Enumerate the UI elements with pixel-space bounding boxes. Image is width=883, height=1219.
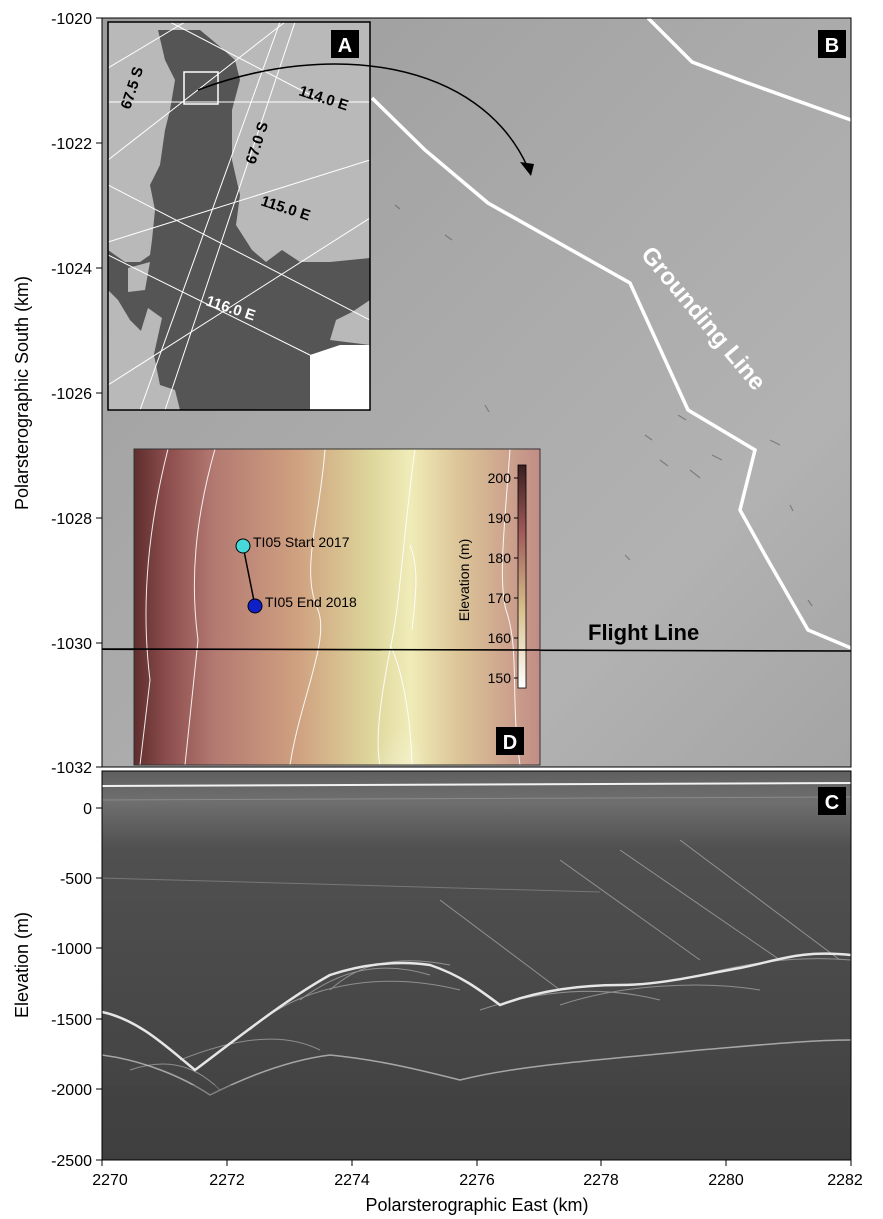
surface-texture <box>394 204 813 607</box>
top-ytick-1026: -1026 <box>51 386 92 403</box>
xtick-2276: 2276 <box>459 1172 495 1189</box>
glacier-land-mass <box>108 30 370 410</box>
colorbar-tick-labels: 200 190 180 170 160 150 <box>488 470 512 686</box>
cbar-tick-150: 150 <box>488 670 512 686</box>
panel-a-letter: A <box>338 35 352 57</box>
panel-b-letter-badge: B <box>818 30 846 58</box>
panel-d-letter: D <box>503 732 517 754</box>
bright-ridge <box>365 630 435 765</box>
panel-d-letter-badge: D <box>496 727 524 755</box>
graticule-lines <box>108 22 370 410</box>
colorbar-label: Elevation (m) <box>456 539 472 621</box>
panel-b-letter: B <box>825 35 839 57</box>
panel-a-frame <box>107 21 371 411</box>
xtick-2274: 2274 <box>334 1172 370 1189</box>
end-point-marker <box>247 598 263 614</box>
xtick-2272: 2272 <box>209 1172 245 1189</box>
panel-c-radargram <box>102 771 851 1160</box>
xtick-2278: 2278 <box>583 1172 619 1189</box>
bed-reflection <box>102 952 851 1072</box>
top-y-axis-label: Polarsterographic South (km) <box>12 276 32 510</box>
cbar-tick-190: 190 <box>488 510 512 526</box>
flight-line-label: Flight Line <box>588 620 699 645</box>
xtick-2282: 2282 <box>827 1172 863 1189</box>
trajectory-line <box>242 545 256 607</box>
flight-line-over-inset <box>101 648 541 651</box>
near-surface-layer <box>102 796 851 801</box>
top-ytick-1030: -1030 <box>51 636 92 653</box>
start-point-marker <box>235 538 251 554</box>
top-ytick-1032: -1032 <box>51 760 92 777</box>
bottom-y-axis: 0 -500 -1000 -1500 -2000 -2500 Elevation… <box>12 801 102 1170</box>
bottom-ytick-500: -500 <box>60 871 92 888</box>
end-point-label: TI05 End 2018 <box>265 594 357 610</box>
x-axis: 2270 2272 2274 2276 2278 2280 2282 Polar… <box>92 1160 863 1215</box>
bottom-ytick-0: 0 <box>83 801 92 818</box>
top-ytick-1028: -1028 <box>51 511 92 528</box>
surface-reflection <box>102 782 851 787</box>
top-y-axis: -1020 -1022 -1024 -1026 -1028 -1030 -103… <box>12 11 102 777</box>
panel-d-elevation-inset: TI05 Start 2017 TI05 End 2018 200 190 18… <box>133 448 541 766</box>
grounding-line-upper <box>646 18 851 122</box>
top-ytick-1022: -1022 <box>51 136 92 153</box>
panel-c-letter-badge: C <box>818 787 846 815</box>
elevation-contours <box>139 449 521 765</box>
radar-lower-fade <box>102 1085 851 1160</box>
top-ytick-1020: -1020 <box>51 11 92 28</box>
cbar-tick-170: 170 <box>488 590 512 606</box>
x-axis-label: Polarsterographic East (km) <box>365 1195 588 1215</box>
bed-reflection-lower <box>102 1039 851 1096</box>
bottom-ytick-2500: -2500 <box>51 1153 92 1170</box>
bottom-ytick-1000: -1000 <box>51 941 92 958</box>
land-patch-2 <box>128 262 150 292</box>
cbar-tick-180: 180 <box>488 550 512 566</box>
arrow-head-icon <box>520 162 534 176</box>
colorbar <box>517 464 527 689</box>
xtick-2280: 2280 <box>708 1172 744 1189</box>
sea-water-2 <box>310 345 370 410</box>
location-arrow <box>197 63 529 169</box>
grounding-line-main <box>370 96 851 650</box>
bottom-ytick-1500: -1500 <box>51 1012 92 1029</box>
panel-a-letter-badge: A <box>331 30 359 58</box>
cbar-tick-200: 200 <box>488 470 512 486</box>
panel-d-frame <box>133 448 541 766</box>
top-ytick-1024: -1024 <box>51 261 92 278</box>
bottom-y-axis-label: Elevation (m) <box>12 912 32 1018</box>
start-point-label: TI05 Start 2017 <box>253 534 350 550</box>
study-area-box <box>183 71 219 105</box>
land-patch <box>135 308 162 380</box>
colorbar-ticks <box>514 477 518 679</box>
internal-layer <box>102 877 601 893</box>
cbar-tick-160: 160 <box>488 630 512 646</box>
panel-c-letter: C <box>825 792 839 814</box>
panel-a-inset-map: 67.5 S 67.0 S 114.0 E 115.0 E 116.0 E A <box>107 21 371 411</box>
xtick-2270: 2270 <box>92 1172 128 1189</box>
bottom-ytick-2000: -2000 <box>51 1082 92 1099</box>
